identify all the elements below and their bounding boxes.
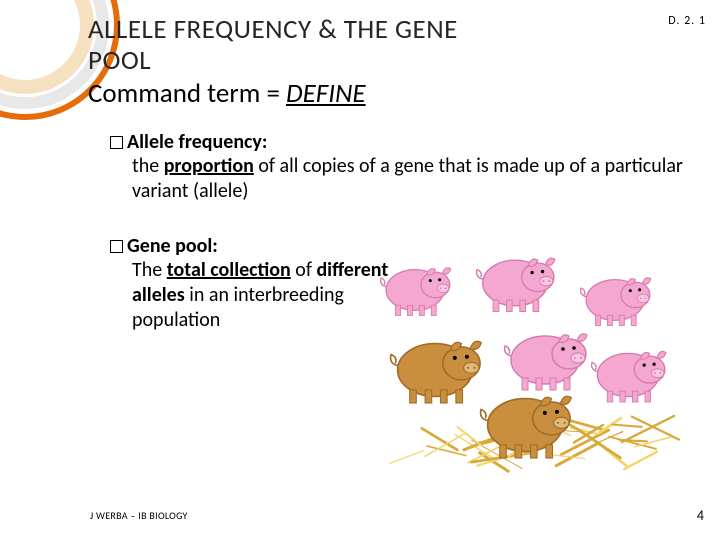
term-text-fragment: The [132,258,167,282]
command-prefix: Command term = [88,77,286,110]
term-text-fragment: different [316,258,388,282]
hay-pile [390,416,679,471]
term-text-fragment: alleles [132,283,185,307]
term-body: the proportion of all copies of a gene t… [132,154,690,204]
term-body: The total collection of different allele… [132,258,392,333]
title-line-1: ALLELE FREQUENCY & THE GENE [88,14,618,45]
term-text-fragment: of [291,258,317,282]
term-text-fragment: the [132,154,164,178]
term-head: Gene pool: [110,234,690,258]
slide-title: ALLELE FREQUENCY & THE GENE POOL Command… [88,14,618,109]
footer-author: J WERBA – IB BIOLOGY [90,509,188,522]
command-word: DEFINE [286,77,366,110]
bullet-checkbox-icon [110,240,123,253]
term-text-fragment: proportion [164,154,254,178]
definitions-area: Allele frequency: the proportion of all … [110,130,690,363]
term-title: Gene pool: [127,234,218,258]
brown-pig-icon [481,396,572,458]
command-term-line: Command term = DEFINE [88,78,618,109]
term-text-fragment: total collection [167,258,291,282]
term-head: Allele frequency: [110,130,690,154]
bullet-checkbox-icon [110,136,123,149]
slide-number: 4 [697,507,704,524]
section-code: D. 2. 1 [668,14,706,28]
title-line-2: POOL [88,45,618,76]
term-title: Allele frequency: [127,130,267,154]
term-allele-frequency: Allele frequency: the proportion of all … [110,130,690,204]
term-gene-pool: Gene pool: The total collection of diffe… [110,234,690,333]
